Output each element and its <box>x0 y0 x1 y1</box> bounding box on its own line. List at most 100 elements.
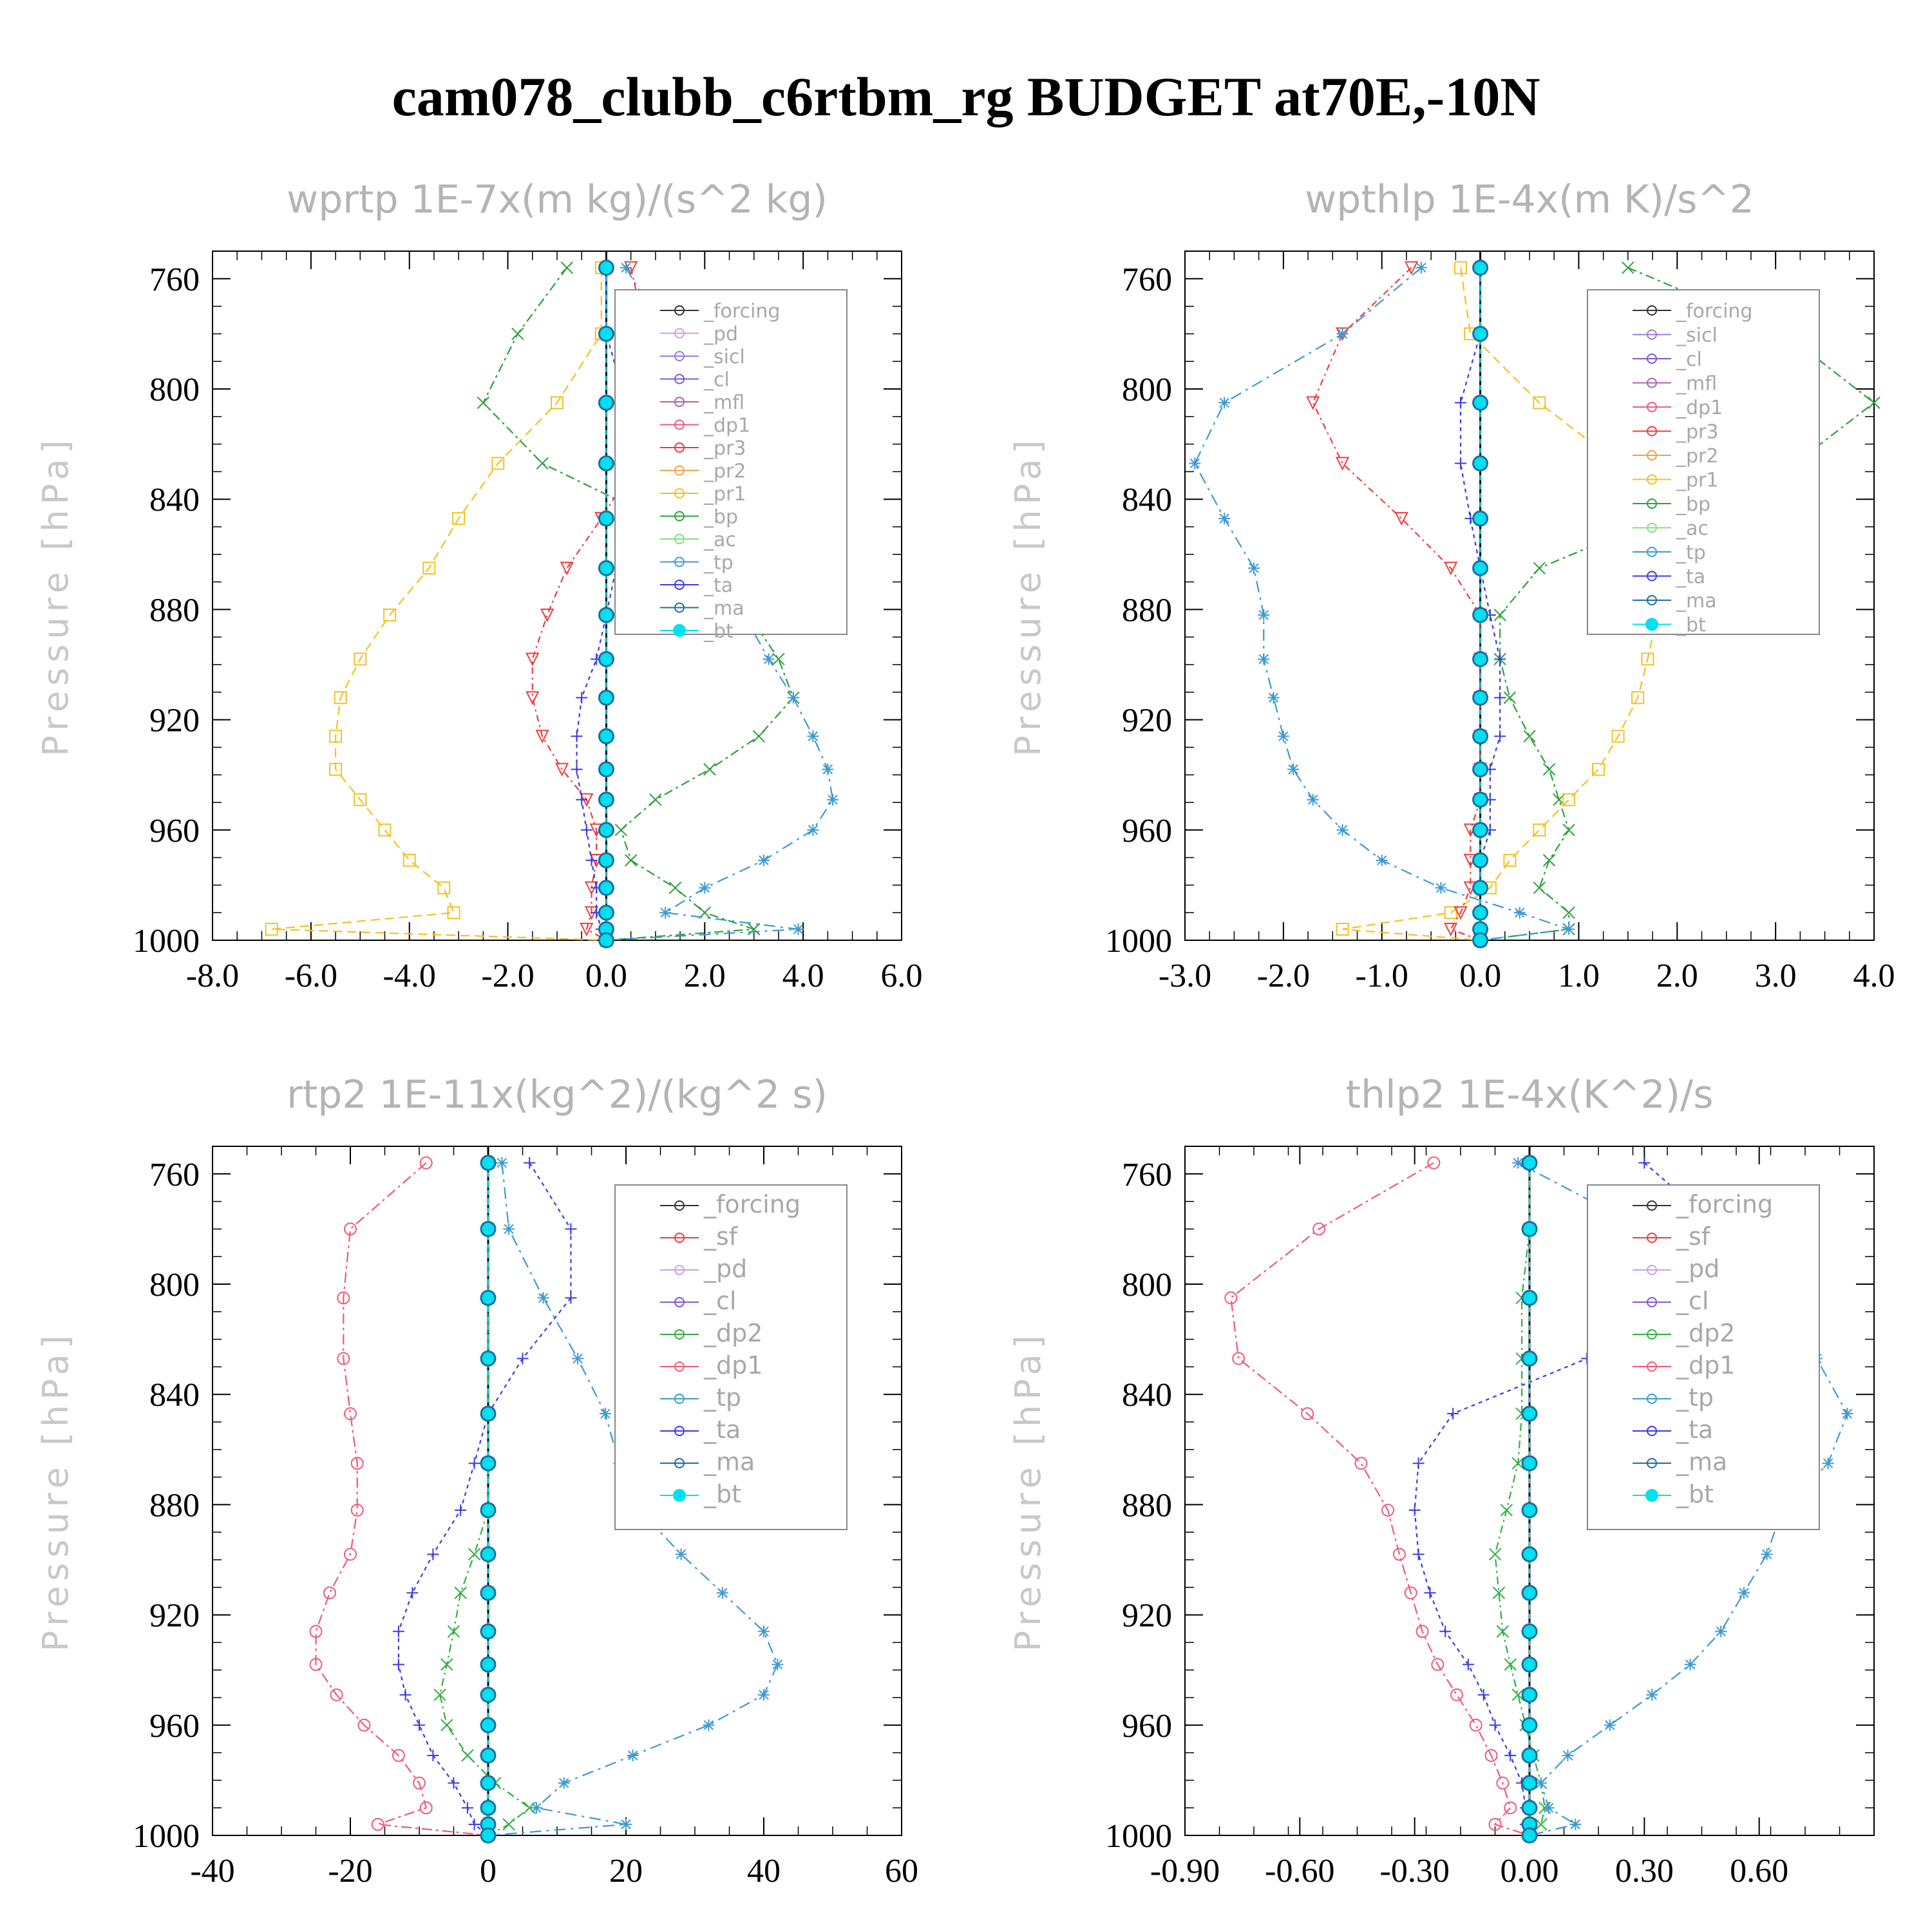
dp1-point-8 <box>323 1586 336 1600</box>
bp-point-14 <box>1533 881 1546 895</box>
panel-4-legend: _forcing _sf _pd _cl _dp2 _dp1 _tp _ta _ma _bt <box>1587 1184 1820 1530</box>
bt-point-2 <box>1521 1289 1538 1306</box>
bt-point-7 <box>480 1546 497 1562</box>
tp-point-4 <box>599 1408 611 1420</box>
bt-point-5 <box>598 560 614 576</box>
bp-point-5 <box>1533 562 1546 574</box>
legend-item-pr3: _pr3 <box>703 437 746 460</box>
ta-point-1 <box>565 1223 577 1235</box>
pr1-point-10 <box>329 762 343 776</box>
bt-point-7 <box>1472 650 1489 667</box>
panel-3-xtick-3: 20 <box>609 1853 643 1889</box>
legend-item-sicl: _sicl <box>703 346 745 368</box>
dp1-point-7 <box>344 1548 357 1561</box>
legend-item-tp: _tp <box>703 1383 741 1412</box>
tp-point-8 <box>1267 692 1280 704</box>
legend-item-ma: _ma <box>703 1448 755 1476</box>
bt-point-6 <box>1521 1502 1538 1519</box>
legend-item-dp2: _dp2 <box>703 1319 762 1347</box>
tp-point-7 <box>1258 653 1270 665</box>
dp1-point-14 <box>413 1776 426 1790</box>
figure-title: cam078_clubb_c6rtbm_rg BUDGET at70E,-10N <box>392 66 1540 128</box>
panel-2-xtick-3: 0.0 <box>1459 958 1501 994</box>
ta-point-12 <box>1489 1719 1501 1731</box>
bp-point-2 <box>1868 396 1880 410</box>
panel-2-ytick-1: 800 <box>1122 372 1172 408</box>
series-dp1 <box>309 1156 495 1842</box>
series-pr3-line <box>1312 267 1481 942</box>
tp-point-1 <box>1336 328 1349 340</box>
series-dp1 <box>1224 1156 1536 1842</box>
bt-point-13 <box>598 852 614 869</box>
panel-1-xtick-1: -6.0 <box>285 958 337 994</box>
panel-4-ytick-4: 920 <box>1122 1598 1172 1634</box>
tp-point-11 <box>1646 1689 1658 1701</box>
pr1-point-11 <box>354 793 367 806</box>
dp2-point-8 <box>1492 1586 1506 1600</box>
panel-3-xtick-5: 60 <box>885 1853 918 1889</box>
bt-point-12 <box>1521 1717 1538 1734</box>
tp-point-13 <box>758 854 770 866</box>
bt-point-11 <box>480 1687 497 1703</box>
legend-item-pr3: _pr3 <box>1676 421 1718 444</box>
dp2-point-12 <box>440 1719 453 1732</box>
legend-item-tp: _tp <box>1676 1383 1714 1412</box>
bt-point-5 <box>1472 560 1489 576</box>
panel-4-title: thlp2 1E-4x(K^2)/s <box>1345 1072 1713 1117</box>
panel-3-legend: _forcing _sf _pd _cl _dp2 _dp1 _tp _ta _ma _bt <box>614 1184 848 1530</box>
series-ta-line <box>397 1162 572 1836</box>
tp-point-15 <box>659 907 672 919</box>
bp-point-15 <box>1562 906 1575 919</box>
panel-3-ytick-0: 760 <box>149 1157 200 1193</box>
tp-point-5 <box>1248 562 1260 574</box>
legend-item-pr1: _pr1 <box>703 483 746 506</box>
tp-point-10 <box>772 1658 784 1671</box>
legend-item-forcing: _forcing <box>703 1190 800 1218</box>
pr3-point-7 <box>526 652 540 667</box>
dp1-point-9 <box>309 1625 323 1638</box>
tp-point-0 <box>496 1157 508 1169</box>
tp-point-9 <box>807 730 819 743</box>
panel-1-ytick-2: 840 <box>149 482 200 518</box>
ta-point-9 <box>1494 730 1506 743</box>
panel-4-xtick-2: -0.30 <box>1380 1853 1450 1889</box>
dp2-point-9 <box>1496 1625 1510 1638</box>
legend-item-bt: _bt <box>1676 1480 1714 1508</box>
legend-item-ta: _ta <box>1676 566 1705 589</box>
bt-point-0 <box>480 1155 497 1171</box>
legend-item-dp1: _dp1 <box>1676 1351 1735 1379</box>
bt-point-8 <box>480 1584 497 1601</box>
panel-2-xtick-7: 4.0 <box>1853 958 1895 994</box>
panel-1: wprtp 1E-7x(m kg)/(s^2 kg) Pressure [hPa]… <box>35 177 923 994</box>
tp-point-9 <box>1277 730 1289 743</box>
panel-4-ytick-0: 760 <box>1122 1157 1172 1193</box>
bt-point-11 <box>598 791 614 808</box>
tp-point-8 <box>1738 1587 1750 1599</box>
panel-1-xtick-7: 6.0 <box>881 958 923 994</box>
bt-point-15 <box>1521 1799 1538 1816</box>
tp-point-0 <box>1415 261 1427 274</box>
legend-item-forcing: _forcing <box>1676 1190 1773 1218</box>
legend-item-pd: _pd <box>703 323 738 346</box>
dp2-point-8 <box>454 1586 467 1600</box>
ta-point-12 <box>580 824 592 836</box>
panel-1-xtick-5: 2.0 <box>684 958 726 994</box>
series-dp2 <box>433 1156 536 1842</box>
series-pr3-line <box>531 267 661 941</box>
bt-point-2 <box>480 1289 497 1306</box>
tp-point-8 <box>787 692 799 704</box>
pr3-point-10 <box>555 762 569 777</box>
panel-2-legend: _forcing_sicl_cl_mfl_dp1_pr3_pr2_pr1_bp_… <box>1587 289 1820 637</box>
bt-point-12 <box>598 822 614 838</box>
dp1-point-5 <box>350 1457 364 1470</box>
pr1-point-11 <box>1562 793 1576 806</box>
panel-4-ytick-6: 1000 <box>1105 1818 1172 1855</box>
ta-point-11 <box>1477 1689 1490 1701</box>
panel-2-ytick-2: 840 <box>1122 482 1172 518</box>
ta-point-5 <box>1412 1457 1425 1470</box>
pr3-point-15 <box>1454 906 1468 920</box>
panel-3-xtick-1: -20 <box>328 1853 372 1889</box>
panel-2-ytick-4: 920 <box>1122 703 1172 739</box>
bp-point-9 <box>752 730 766 743</box>
series-dp1-line <box>1230 1162 1530 1837</box>
